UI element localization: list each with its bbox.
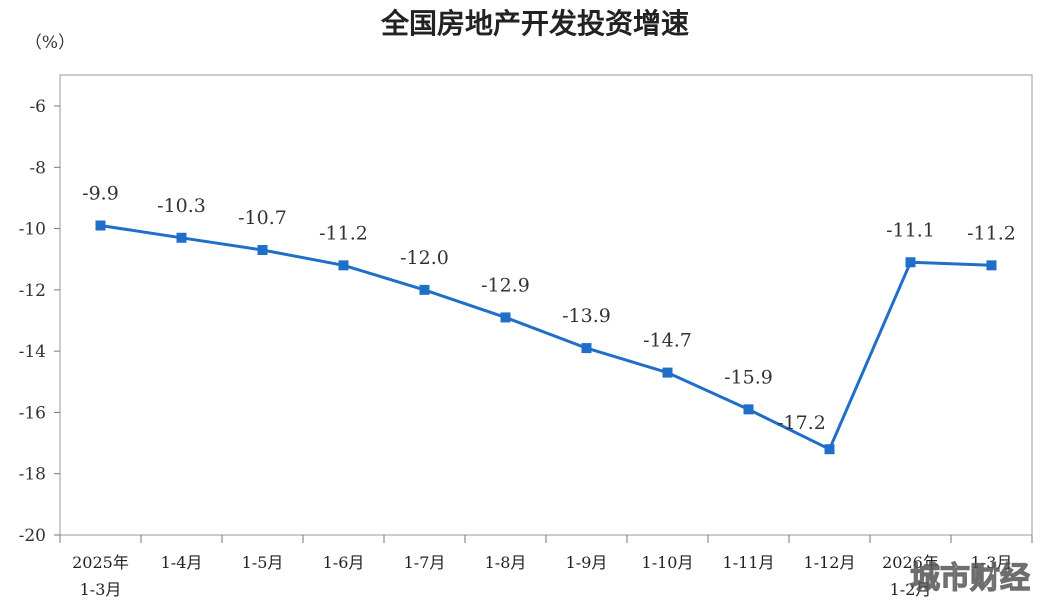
y-tick-label: -14 (19, 342, 46, 362)
y-tick-label: -6 (29, 97, 46, 117)
data-label: -10.3 (157, 195, 206, 217)
x-tick-label: 1-5月 (242, 553, 284, 572)
data-label: -12.0 (400, 247, 449, 269)
data-points (95, 220, 997, 455)
x-tick-label: 2026年 (882, 553, 939, 572)
data-label: -12.9 (481, 274, 530, 296)
data-label: -13.9 (562, 305, 611, 327)
data-point (257, 245, 268, 256)
series-line (100, 224, 992, 451)
x-tick-label: 1-11月 (723, 553, 775, 572)
data-point (743, 404, 754, 415)
y-tick-label: -20 (19, 526, 46, 546)
x-tick-label: 1-2月 (890, 580, 932, 599)
data-label: -15.9 (724, 366, 773, 388)
data-point (500, 312, 511, 323)
y-tick-label: -12 (19, 281, 46, 301)
y-tick-label: -10 (19, 220, 46, 240)
x-tick-label: 1-8月 (485, 553, 527, 572)
plot-area (59, 74, 1033, 536)
data-point (824, 444, 835, 455)
data-point (986, 260, 997, 271)
data-point (905, 257, 916, 268)
data-point (176, 232, 187, 243)
x-tick-label: 2025年 (72, 553, 129, 572)
y-axis-unit-label: （%） (25, 33, 75, 53)
x-tick-label: 1-3月 (971, 553, 1013, 572)
y-tick-label: -18 (19, 465, 46, 485)
data-point (581, 343, 592, 354)
x-tick-label: 1-6月 (323, 553, 365, 572)
data-label: -10.7 (238, 207, 287, 229)
watermark: 城市财经 (910, 561, 1030, 596)
x-tick-label: 1-7月 (404, 553, 446, 572)
x-axis: 2025年 1-3月 1-4月 1-5月 1-6月 1-7月 1-8月 1-9月 1-10月 1-… (59, 535, 1033, 599)
data-label: -9.9 (82, 183, 119, 205)
data-label: -11.2 (967, 222, 1016, 244)
data-point (662, 367, 673, 378)
data-label: -14.7 (643, 330, 692, 352)
x-tick-label: 1-3月 (80, 580, 122, 599)
data-label: -17.2 (777, 412, 826, 434)
data-label: -11.1 (886, 219, 935, 241)
y-axis: -6 -8 -10 -12 -14 -16 -18 -20 (19, 97, 60, 546)
x-tick-label: 1-9月 (566, 553, 608, 572)
data-label: -11.2 (319, 222, 368, 244)
data-point (95, 220, 106, 231)
data-labels: -9.9 -10.3 -10.7 -11.2 -12.0 -12.9 -13.9 -14.7 -… (82, 183, 1016, 435)
y-tick-label: -8 (29, 158, 46, 178)
y-tick-label: -16 (19, 403, 46, 423)
x-tick-label: 1-10月 (642, 553, 694, 572)
x-tick-label: 1-4月 (161, 553, 203, 572)
chart-title: 全国房地产开发投资增速 (380, 7, 689, 40)
data-point (419, 284, 430, 295)
x-tick-label: 1-12月 (804, 553, 856, 572)
data-point (338, 260, 349, 271)
